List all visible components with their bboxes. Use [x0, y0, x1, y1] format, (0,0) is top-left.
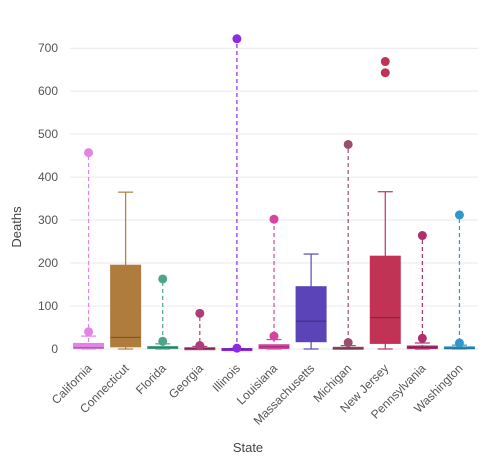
box-rect	[332, 346, 364, 350]
outlier-point	[195, 308, 205, 318]
outlier-point	[158, 274, 168, 284]
y-tick-label: 300	[38, 213, 58, 227]
outlier-point	[232, 343, 242, 353]
y-tick-label: 0	[51, 342, 58, 356]
outlier-point	[158, 336, 168, 346]
box-pennsylvania	[406, 231, 438, 350]
box-california	[73, 148, 105, 350]
y-tick-label: 700	[38, 41, 58, 55]
outlier-point	[84, 148, 94, 158]
box-rect	[369, 255, 401, 344]
outlier-point	[454, 338, 464, 348]
x-tick-label: Illinois	[210, 361, 243, 394]
y-axis-ticks: 0 100 200 300 400 500 600 700	[38, 41, 58, 356]
y-tick-label: 400	[38, 170, 58, 184]
outlier-point	[343, 338, 353, 348]
outlier-point	[380, 57, 390, 67]
y-tick-label: 500	[38, 127, 58, 141]
box-illinois	[221, 34, 253, 353]
box-rect	[295, 286, 327, 343]
y-axis-title: Deaths	[9, 206, 24, 248]
box-rect	[110, 264, 142, 348]
outlier-point	[417, 333, 427, 343]
box-rect	[73, 342, 105, 350]
outlier-point	[380, 68, 390, 78]
outlier-point	[454, 210, 464, 220]
outlier-point	[195, 341, 205, 351]
box-florida	[147, 274, 179, 350]
box-rect	[147, 345, 179, 350]
x-tick-label: Georgia	[166, 361, 206, 401]
x-axis-title: State	[233, 440, 263, 455]
box-new-jersey	[369, 57, 401, 350]
boxes	[73, 34, 475, 353]
outlier-point	[232, 34, 242, 44]
box-louisiana	[258, 214, 290, 350]
outlier-point	[84, 327, 94, 337]
x-tick-label: Florida	[133, 361, 169, 397]
box-washington	[443, 210, 475, 350]
box-massachusetts	[295, 253, 327, 350]
y-tick-label: 200	[38, 256, 58, 270]
box-rect	[406, 345, 438, 350]
y-tick-label: 100	[38, 299, 58, 313]
outlier-point	[343, 139, 353, 149]
y-tick-label: 600	[38, 84, 58, 98]
outlier-point	[269, 214, 279, 224]
box-georgia	[184, 308, 216, 351]
box-michigan	[332, 139, 364, 350]
box-connecticut	[110, 191, 142, 350]
outlier-point	[269, 331, 279, 341]
outlier-point	[417, 231, 427, 241]
box-rect	[258, 344, 290, 350]
